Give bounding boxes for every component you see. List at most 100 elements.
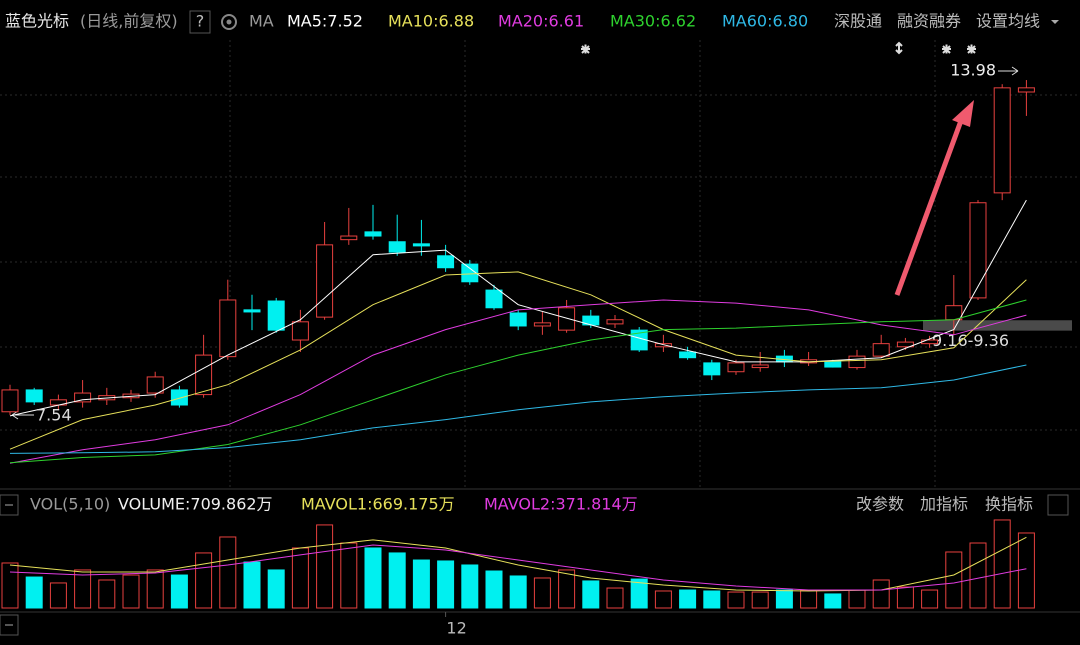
event-marker (895, 41, 903, 55)
volume-bar (654, 590, 672, 609)
volume-bar (727, 591, 745, 609)
volume-bar (775, 589, 793, 609)
candle-body (921, 339, 939, 345)
volume-bar (388, 552, 406, 609)
candle-body (896, 341, 914, 348)
toolbar-button[interactable]: 融资融券 (897, 12, 961, 31)
settings-icon[interactable] (221, 14, 237, 30)
legend-entry: MAVOL1:669.175万 (301, 495, 455, 514)
grid (0, 40, 1080, 488)
settings-icon-center (226, 19, 232, 25)
dropdown-icon[interactable] (1051, 20, 1059, 24)
candle-body (679, 351, 697, 359)
trend-arrowhead (952, 100, 974, 127)
volume-title: VOL(5,10) (30, 495, 110, 514)
ma-line (9, 544, 1027, 591)
candle-body (533, 322, 551, 327)
candle-body (993, 87, 1011, 194)
candle-body (485, 289, 503, 309)
close-button[interactable] (1047, 494, 1069, 516)
collapse-button[interactable] (0, 494, 19, 516)
volume-bar (872, 579, 890, 609)
volume-bar (751, 591, 769, 609)
candle-body (824, 361, 842, 368)
period: (日线,前复权) (80, 12, 178, 31)
volume-bar (606, 587, 624, 609)
ma-line (9, 299, 1027, 464)
volume-bar (945, 551, 963, 609)
toolbar-button[interactable]: 改参数 (856, 495, 904, 514)
candle-body (461, 263, 479, 283)
volume-bar (364, 547, 382, 609)
candle-body (848, 355, 866, 369)
volume-value: VOLUME:709.862万 (118, 495, 273, 514)
candle-body (703, 362, 721, 376)
volume-bar (195, 552, 213, 609)
volume-bar (49, 582, 67, 609)
price-range-label: 9.16-9.36 (932, 331, 1009, 350)
event-markers (581, 41, 976, 55)
volume-bar (316, 524, 334, 609)
price-range-band (923, 320, 1072, 331)
ma-line (9, 271, 1027, 450)
volume-bar (969, 542, 987, 609)
toolbar-button[interactable]: 加指标 (920, 495, 968, 514)
volume-bar (437, 560, 455, 609)
collapse-button[interactable] (0, 614, 19, 636)
volume-bar (679, 589, 697, 609)
candle-body (945, 305, 963, 321)
toolbar-button[interactable]: 深股通 (834, 12, 882, 31)
volume-bar (74, 569, 92, 609)
volume-bar (243, 561, 261, 609)
candle-body (558, 307, 576, 331)
candle-body (74, 392, 92, 403)
volume-bar (533, 577, 551, 609)
candle-body (340, 235, 358, 241)
candle-body (1017, 87, 1035, 93)
candle-body (243, 309, 261, 313)
volume-bar (146, 569, 164, 609)
volume-bar (267, 569, 285, 609)
candle-body (364, 231, 382, 237)
volume-bar (25, 576, 43, 609)
toolbar-button[interactable]: 换指标 (985, 495, 1033, 514)
volume-bar (896, 586, 914, 609)
volume-bar (98, 579, 116, 609)
volume-bar (558, 569, 576, 609)
event-marker (581, 44, 590, 54)
volume-bar (848, 589, 866, 609)
candle-body (1, 389, 19, 413)
volume-bar (1017, 532, 1035, 609)
candle-body (606, 319, 624, 325)
candle-body (219, 299, 237, 358)
candle-body (195, 354, 213, 396)
legend-entry: MA30:6.62 (610, 12, 696, 31)
event-marker (942, 44, 951, 54)
candle-body (388, 241, 406, 253)
volume-bar (291, 547, 309, 609)
candle-body (412, 243, 430, 247)
candle-body (170, 389, 188, 406)
legend-entry: MA5:7.52 (287, 12, 363, 31)
help-text[interactable]: ? (196, 12, 205, 31)
volume-bar (219, 536, 237, 609)
volume-bar (509, 575, 527, 609)
ma-line (9, 299, 1027, 464)
stock-name: 蓝色光标 (5, 12, 69, 31)
volume-bar (921, 589, 939, 609)
volume-bar (461, 564, 479, 609)
help-button[interactable] (189, 10, 211, 34)
volume-bar (824, 593, 842, 609)
ma-line (9, 364, 1027, 454)
candle-body (872, 343, 890, 357)
toolbar-button[interactable]: 设置均线 (976, 12, 1040, 31)
volume-bar (340, 542, 358, 609)
ma-line (9, 199, 1027, 417)
candle-body (25, 389, 43, 403)
candle-body (316, 244, 334, 318)
high-label: 13.98 (950, 61, 996, 80)
legend-entry: MA10:6.88 (388, 12, 474, 31)
low-label: 7.54 (36, 406, 72, 425)
